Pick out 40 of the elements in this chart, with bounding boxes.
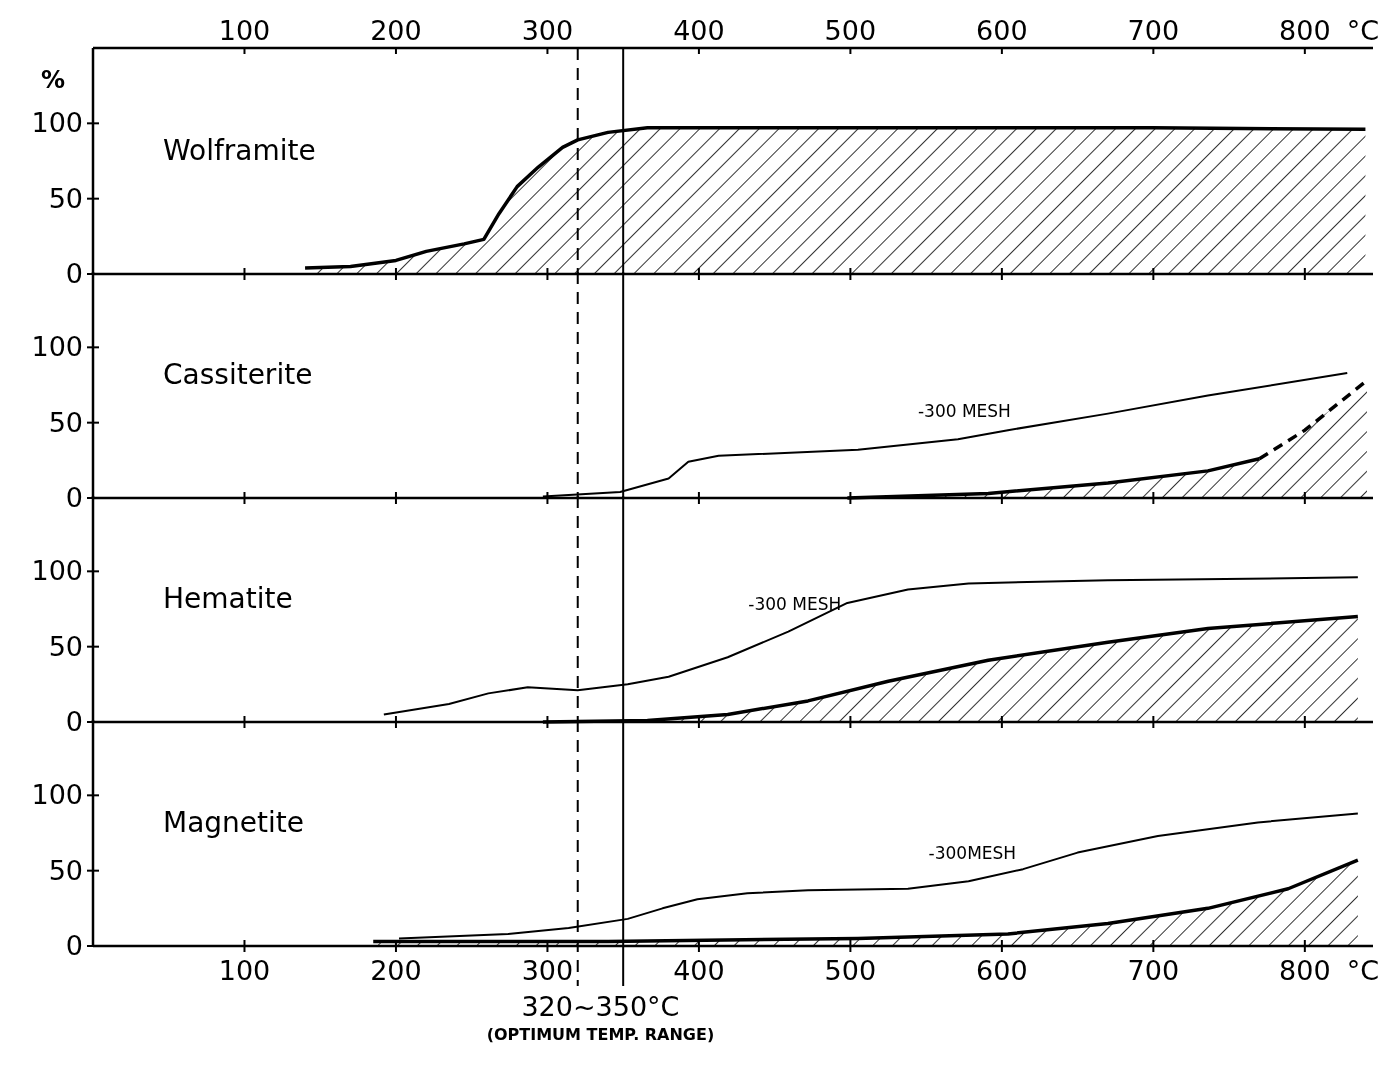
x-axis-title: °C (1346, 955, 1380, 986)
y-tick-label: 50 (48, 182, 83, 214)
y-tick-label: 0 (65, 482, 83, 513)
y-tick-label: 0 (65, 930, 83, 961)
text: Magnetite (163, 805, 305, 839)
x-tick-label: 300 (521, 955, 574, 986)
y-axis-title: % (40, 66, 66, 94)
x2-tick-label: 800 (1279, 15, 1331, 46)
x-tick-label: 100 (218, 955, 271, 986)
series-label: -300 MESH (917, 401, 1011, 422)
x-tick-label: 500 (824, 955, 877, 986)
x-tick-label: 700 (1127, 955, 1180, 986)
y-tick-label: 100 (31, 779, 83, 811)
y-tick-label: 100 (31, 331, 83, 363)
x-tick-label: 400 (673, 955, 725, 986)
x2-tick-label: 300 (521, 15, 574, 46)
text: Cassiterite (163, 357, 313, 391)
x2-tick-label: 500 (824, 15, 877, 46)
y-tick-label: 100 (31, 107, 83, 139)
series-label: -300MESH (928, 843, 1017, 864)
y-tick-label: 50 (48, 630, 83, 662)
y-tick-label: 100 (31, 555, 83, 587)
x2-axis-title: °C (1346, 15, 1380, 46)
text: (OPTIMUM TEMP. RANGE) (486, 1025, 715, 1044)
x2-tick-label: 700 (1127, 15, 1180, 46)
y-tick-label: 0 (65, 706, 83, 737)
x2-tick-label: 600 (976, 15, 1028, 46)
series-label: -300 MESH (748, 593, 842, 614)
text: Hematite (163, 581, 293, 615)
y-tick-label: 50 (48, 406, 83, 438)
x2-tick-label: 200 (370, 15, 422, 46)
text: 320~350°C (521, 991, 680, 1022)
y-tick-label: 50 (48, 854, 83, 886)
x-tick-label: 200 (370, 955, 422, 986)
y-tick-label: 0 (65, 258, 83, 289)
x2-tick-label: 100 (218, 15, 271, 46)
x-tick-label: 800 (1279, 955, 1331, 986)
x-tick-label: 600 (976, 955, 1028, 986)
text: Wolframite (163, 133, 316, 167)
x2-tick-label: 400 (673, 15, 725, 46)
